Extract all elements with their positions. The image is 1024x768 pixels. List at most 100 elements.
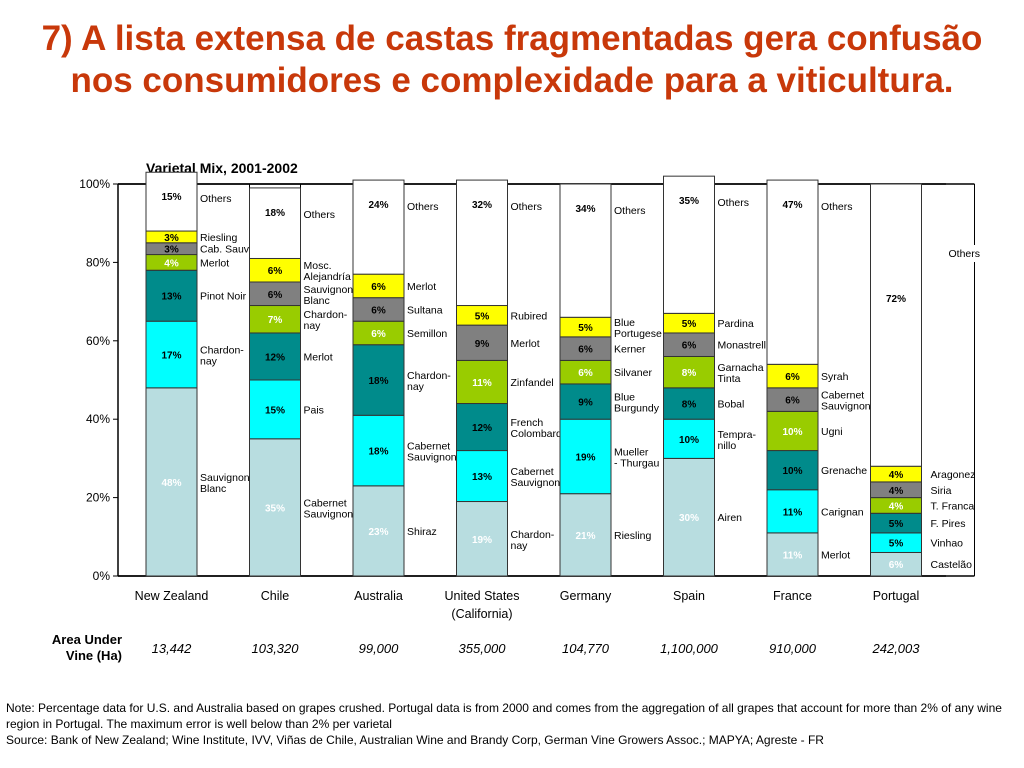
data-label: 23%	[368, 527, 388, 538]
variety-label: Sauvignon	[511, 477, 561, 489]
variety-label: nay	[407, 381, 425, 393]
variety-label: Sauvignon	[200, 472, 250, 484]
y-tick-label: 100%	[79, 177, 110, 191]
data-label: 15%	[161, 192, 181, 203]
variety-label: T. Franca	[931, 500, 975, 512]
data-label: 6%	[268, 290, 283, 301]
variety-label: Monastrell	[718, 340, 766, 352]
data-label: 5%	[889, 539, 904, 550]
variety-label: nillo	[718, 440, 737, 452]
data-label: 47%	[782, 200, 802, 211]
x-tick-label: Chile	[261, 589, 290, 603]
y-tick-label: 20%	[86, 491, 110, 505]
variety-label: Others	[718, 197, 750, 209]
variety-label: Others	[407, 201, 439, 213]
variety-label: Cabernet	[511, 466, 554, 478]
bar-segment	[352, 485, 405, 577]
variety-label: Alejandría	[304, 271, 351, 283]
data-label: 9%	[578, 398, 593, 409]
data-label: 4%	[164, 258, 179, 269]
bar-segment	[559, 493, 612, 577]
data-label: 9%	[475, 339, 490, 350]
data-label: 12%	[472, 423, 492, 434]
data-label: 3%	[164, 233, 179, 244]
data-label: 6%	[371, 329, 386, 340]
variety-label: Garnacha	[718, 362, 764, 374]
bar-segment	[249, 187, 301, 259]
bar-segment	[766, 179, 819, 365]
variety-label: Blue	[614, 317, 635, 329]
data-label: 5%	[889, 519, 904, 530]
bar-segment	[456, 179, 508, 307]
bar-segment	[249, 438, 301, 577]
variety-label: Pardina	[718, 318, 754, 330]
data-label: 10%	[782, 466, 802, 477]
data-label: 3%	[164, 245, 179, 256]
bar-segment	[663, 175, 715, 314]
data-label: 8%	[682, 400, 697, 411]
variety-label: Merlot	[821, 549, 850, 561]
variety-label: French	[511, 417, 544, 429]
variety-label: Blue	[614, 392, 635, 404]
variety-label: Others	[949, 248, 981, 260]
bar-segment	[352, 179, 405, 275]
bar-segment	[766, 489, 819, 534]
data-label: 5%	[578, 323, 593, 334]
data-label: 12%	[265, 352, 285, 363]
data-label: 15%	[265, 405, 285, 416]
data-label: 6%	[578, 345, 593, 356]
data-label: 4%	[889, 470, 904, 481]
variety-label: Ugni	[821, 426, 843, 438]
bar-segment	[663, 387, 715, 420]
bar-segment	[663, 355, 715, 389]
footnote: Note: Percentage data for U.S. and Austr…	[6, 700, 1018, 748]
bar-segment	[456, 403, 508, 452]
bar-segment	[559, 383, 612, 420]
variety-label: Merlot	[511, 338, 540, 350]
area-under-vine-value: 355,000	[458, 641, 506, 656]
data-label: 13%	[472, 472, 492, 483]
bar-segment	[249, 305, 301, 334]
x-tick-label: Portugal	[873, 589, 920, 603]
variety-label: Chardon-	[511, 529, 555, 541]
data-label: 6%	[371, 305, 386, 316]
variety-label: nay	[304, 320, 322, 332]
variety-label: Silvaner	[614, 367, 652, 379]
variety-label: Kerner	[614, 344, 646, 356]
bar-segment	[766, 410, 819, 452]
data-label: 24%	[368, 200, 388, 211]
data-label: 4%	[889, 486, 904, 497]
y-tick-label: 80%	[86, 255, 110, 269]
variety-label: nay	[200, 356, 218, 368]
y-tick-label: 0%	[93, 569, 111, 583]
area-under-vine-value: 104,770	[562, 641, 609, 656]
data-label: 18%	[265, 208, 285, 219]
data-label: 11%	[472, 378, 492, 389]
area-under-vine-label: Area Under Vine (Ha)	[51, 632, 122, 663]
x-tick-label-sub: (California)	[451, 607, 512, 621]
variety-label: Sauvignon	[407, 452, 457, 464]
data-label: 35%	[679, 196, 699, 207]
data-label: 4%	[889, 501, 904, 512]
data-label: 34%	[575, 204, 595, 215]
data-label: 6%	[578, 368, 593, 379]
variety-label: Cabernet	[821, 390, 864, 402]
variety-label: Pais	[304, 404, 324, 416]
data-label: 6%	[371, 282, 386, 293]
variety-label: Others	[200, 193, 232, 205]
bar-segment	[145, 269, 198, 322]
variety-label: Tinta	[718, 373, 741, 385]
variety-label: Shiraz	[407, 526, 437, 538]
data-label: 8%	[682, 368, 697, 379]
data-label: 5%	[475, 311, 490, 322]
bar-segment	[663, 457, 715, 577]
data-label: 17%	[161, 351, 181, 362]
data-label: 6%	[268, 266, 283, 277]
area-under-vine-value: 242,003	[872, 641, 920, 656]
bar-segment	[559, 418, 612, 495]
variety-label: Chardon-	[304, 309, 348, 321]
data-label: 30%	[679, 513, 699, 524]
data-label: 72%	[886, 294, 906, 305]
variety-label: Riesling	[200, 232, 238, 244]
data-label: 32%	[472, 200, 492, 211]
